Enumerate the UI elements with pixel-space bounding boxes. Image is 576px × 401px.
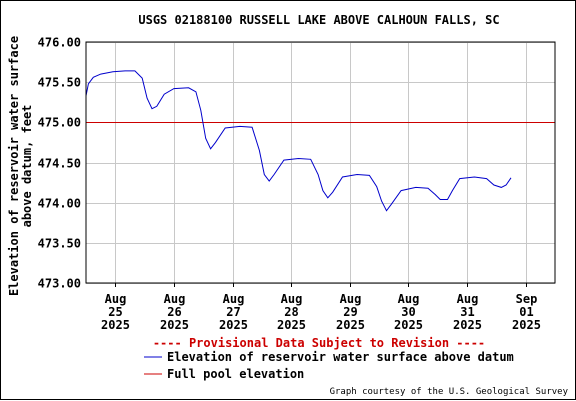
x-tick-label: Sep [516, 292, 538, 306]
legend-label-full-pool: Full pool elevation [167, 367, 304, 381]
y-tick-label: 476.00 [38, 36, 81, 50]
x-tick-label: 2025 [394, 318, 423, 332]
y-tick-label: 473.00 [38, 277, 81, 291]
x-tick-label: Aug [164, 292, 186, 306]
x-tick-label: 2025 [101, 318, 130, 332]
x-tick-labels: Aug252025Aug262025Aug272025Aug282025Aug2… [101, 283, 541, 332]
provisional-note: ---- Provisional Data Subject to Revisio… [153, 336, 485, 350]
y-axis-label-line1: Elevation of reservoir water surface [7, 36, 21, 296]
x-tick-label: 30 [401, 305, 415, 319]
y-tick-label: 474.00 [38, 197, 81, 211]
y-tick-labels: 476.00 475.50 475.00 474.50 474.00 473.50 473.… [38, 36, 81, 291]
plot-area [86, 42, 555, 283]
y-tick-label: 475.50 [38, 76, 81, 90]
x-tick-label: Aug [398, 292, 420, 306]
x-tick-label: Aug [105, 292, 127, 306]
x-tick-label: 2025 [336, 318, 365, 332]
chart-title: USGS 02188100 RUSSELL LAKE ABOVE CALHOUN… [138, 13, 499, 27]
plot-border [85, 41, 556, 284]
x-tick-label: 26 [167, 305, 181, 319]
y-axis-label-line2: above datum, feet [20, 105, 34, 228]
x-tick-label: 2025 [453, 318, 482, 332]
series-layer [85, 70, 555, 212]
x-tick-label: 01 [519, 305, 533, 319]
x-tick-label: 28 [284, 305, 298, 319]
y-axis-label: Elevation of reservoir water surface abo… [7, 36, 34, 296]
legend: Elevation of reservoir water surface abo… [144, 350, 514, 381]
legend-label-elevation: Elevation of reservoir water surface abo… [167, 350, 514, 364]
y-tick-label: 474.50 [38, 157, 81, 171]
x-tick-label: 2025 [512, 318, 541, 332]
x-tick-label: 2025 [219, 318, 248, 332]
x-tick-label: 31 [460, 305, 474, 319]
x-tick-label: 29 [343, 305, 357, 319]
y-tick-label: 473.50 [38, 237, 81, 251]
x-tick-label: Aug [223, 292, 245, 306]
x-tick-label: Aug [457, 292, 479, 306]
x-tick-label: 2025 [160, 318, 189, 332]
elevation-series-line [85, 70, 512, 212]
x-tick-label: 2025 [277, 318, 306, 332]
x-tick-label: 27 [226, 305, 240, 319]
x-tick-label: Aug [281, 292, 303, 306]
y-tick-label: 475.00 [38, 116, 81, 130]
x-tick-label: Aug [340, 292, 362, 306]
credit-text: Graph courtesy of the U.S. Geological Su… [330, 387, 569, 397]
x-tick-label: 25 [108, 305, 122, 319]
